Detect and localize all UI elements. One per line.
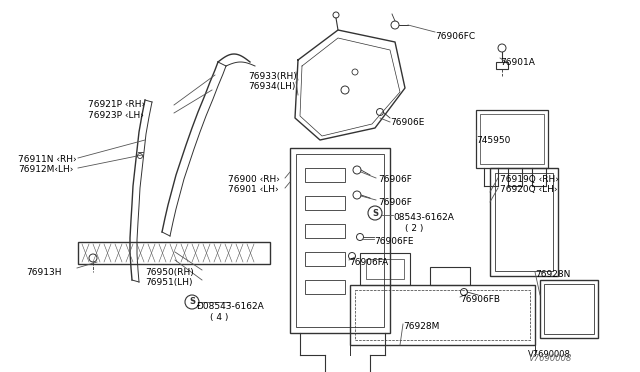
Bar: [305, 196, 345, 210]
Bar: [305, 280, 345, 294]
Bar: [305, 168, 345, 182]
Text: 76906FA: 76906FA: [349, 258, 388, 267]
Bar: [490, 168, 558, 276]
Bar: [544, 284, 594, 334]
Bar: [290, 148, 390, 333]
Text: 76911N ‹RH›: 76911N ‹RH›: [18, 155, 77, 164]
Text: 76906E: 76906E: [390, 118, 424, 127]
Bar: [476, 110, 548, 168]
Bar: [495, 173, 553, 271]
Text: 76906FC: 76906FC: [435, 32, 475, 41]
Bar: [296, 154, 384, 327]
Bar: [430, 267, 470, 285]
Bar: [540, 280, 598, 338]
Text: S: S: [372, 208, 378, 218]
Text: 76901A: 76901A: [500, 58, 535, 67]
Text: 745950: 745950: [476, 136, 510, 145]
Bar: [305, 224, 345, 238]
Text: V7690008: V7690008: [528, 354, 572, 363]
Text: 76906F: 76906F: [378, 175, 412, 184]
Text: ( 4 ): ( 4 ): [210, 313, 228, 322]
Text: 76919Q ‹RH›: 76919Q ‹RH›: [500, 175, 559, 184]
Text: V7690008: V7690008: [528, 350, 571, 359]
Bar: [366, 259, 404, 279]
Bar: [496, 62, 508, 69]
Bar: [360, 253, 410, 285]
Bar: [305, 252, 345, 266]
Text: 76912M‹LH›: 76912M‹LH›: [18, 165, 74, 174]
Text: 76906F: 76906F: [378, 198, 412, 207]
Bar: [350, 285, 535, 345]
Text: 76900 ‹RH›: 76900 ‹RH›: [228, 175, 280, 184]
Bar: [355, 290, 530, 340]
Text: 76933(RH): 76933(RH): [248, 72, 297, 81]
Text: 76906FE: 76906FE: [374, 237, 413, 246]
Text: 76934(LH): 76934(LH): [248, 82, 296, 91]
Bar: [480, 114, 544, 164]
Text: 76921P ‹RH›: 76921P ‹RH›: [88, 100, 145, 109]
Text: 76923P ‹LH›: 76923P ‹LH›: [88, 111, 144, 120]
Text: 76913H: 76913H: [26, 268, 61, 277]
Text: 76920Q ‹LH›: 76920Q ‹LH›: [500, 185, 557, 194]
Text: 76906FB: 76906FB: [460, 295, 500, 304]
Bar: [78, 242, 270, 264]
Text: 76951(LH): 76951(LH): [145, 278, 193, 287]
Text: ( 2 ): ( 2 ): [405, 224, 424, 233]
Text: Ð08543-6162A: Ð08543-6162A: [196, 302, 264, 311]
Text: 76901 ‹LH›: 76901 ‹LH›: [228, 185, 278, 194]
Text: 76928M: 76928M: [403, 322, 440, 331]
Text: 76928N: 76928N: [535, 270, 570, 279]
Text: S: S: [189, 298, 195, 307]
Text: 76950(RH): 76950(RH): [145, 268, 194, 277]
Text: 08543-6162A: 08543-6162A: [393, 213, 454, 222]
